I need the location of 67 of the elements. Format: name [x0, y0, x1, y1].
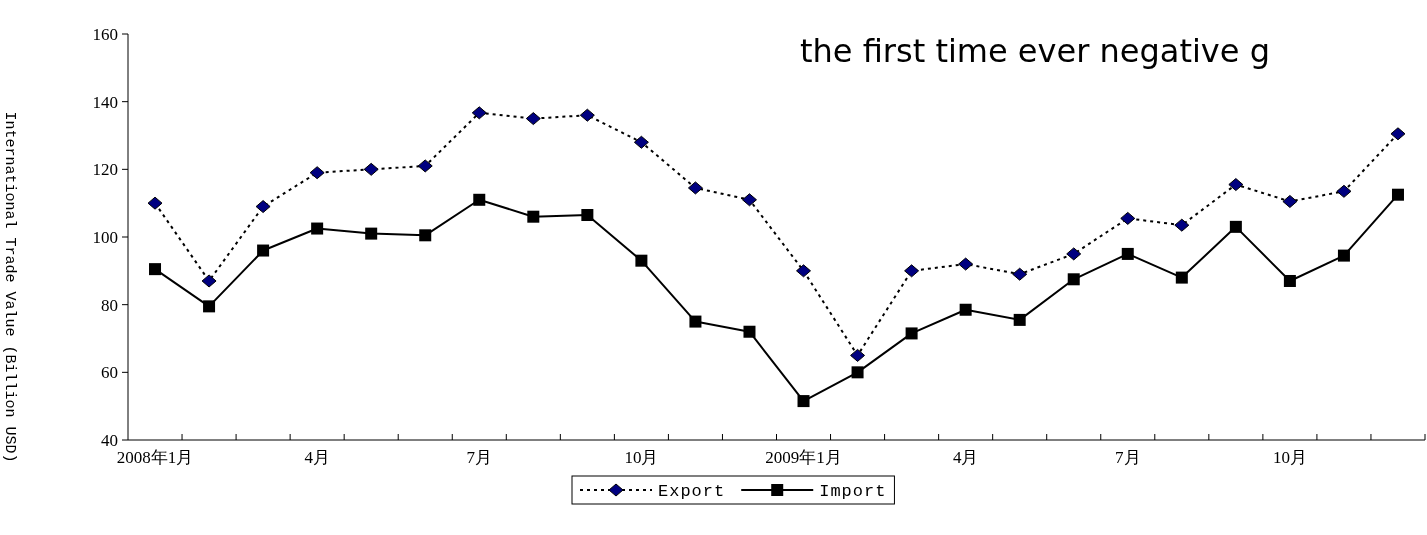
point	[959, 303, 972, 316]
point	[1336, 184, 1352, 198]
y-axis-title: International Trade Value (Billion USD)	[1, 111, 18, 463]
point	[255, 200, 271, 214]
point	[363, 162, 379, 176]
point	[419, 229, 432, 242]
point	[687, 181, 703, 195]
x-tick-label: 7月	[466, 448, 493, 467]
point	[525, 112, 541, 126]
y-tick-label: 160	[92, 25, 118, 44]
point	[851, 366, 864, 379]
point	[311, 222, 324, 235]
x-tick-label: 4月	[952, 448, 979, 467]
point	[1174, 218, 1190, 232]
x-tick-label: 7月	[1115, 448, 1141, 467]
y-tick-label: 100	[92, 228, 118, 247]
legend-label: Export	[658, 482, 726, 501]
point	[257, 244, 270, 257]
legend-label: Import	[819, 482, 887, 501]
point	[149, 263, 162, 276]
y-tick-label: 40	[101, 431, 118, 450]
point	[796, 264, 812, 278]
point	[471, 106, 487, 120]
point	[1175, 271, 1188, 284]
point	[905, 327, 918, 340]
x-tick-label: 2008年1月	[116, 448, 194, 467]
point	[417, 159, 433, 173]
point	[633, 135, 649, 149]
point	[1228, 178, 1244, 192]
point	[579, 108, 595, 122]
point	[1120, 211, 1136, 225]
point	[309, 166, 325, 180]
y-tick-label: 120	[92, 160, 118, 180]
y-tick-label: 140	[92, 92, 118, 112]
y-tick-label: 60	[101, 363, 118, 383]
x-tick-label: 4月	[304, 448, 330, 467]
point	[1337, 249, 1350, 262]
point	[1282, 194, 1298, 208]
point	[1066, 247, 1082, 261]
point	[1283, 274, 1296, 287]
point	[689, 315, 702, 328]
point	[850, 348, 866, 362]
point	[581, 209, 594, 222]
point	[147, 196, 163, 210]
point	[203, 300, 216, 313]
point	[201, 274, 217, 288]
point	[1121, 247, 1134, 260]
x-tick-label: 10月	[1272, 448, 1307, 467]
annotation: the first time ever negative g	[800, 32, 1270, 70]
point	[1067, 273, 1080, 286]
x-tick-label: 2009年1月	[765, 448, 842, 467]
point	[1013, 313, 1026, 326]
point	[1391, 188, 1404, 201]
point	[904, 264, 920, 278]
y-tick-label: 80	[101, 295, 118, 315]
point	[1012, 267, 1028, 281]
point	[365, 227, 378, 240]
point	[1390, 127, 1406, 141]
point	[743, 325, 756, 338]
point	[958, 257, 974, 271]
point	[741, 193, 757, 207]
point	[797, 395, 810, 408]
point	[1229, 220, 1242, 233]
point	[527, 210, 540, 223]
point	[635, 254, 648, 267]
point	[473, 193, 486, 206]
x-tick-label: 10月	[624, 448, 659, 467]
